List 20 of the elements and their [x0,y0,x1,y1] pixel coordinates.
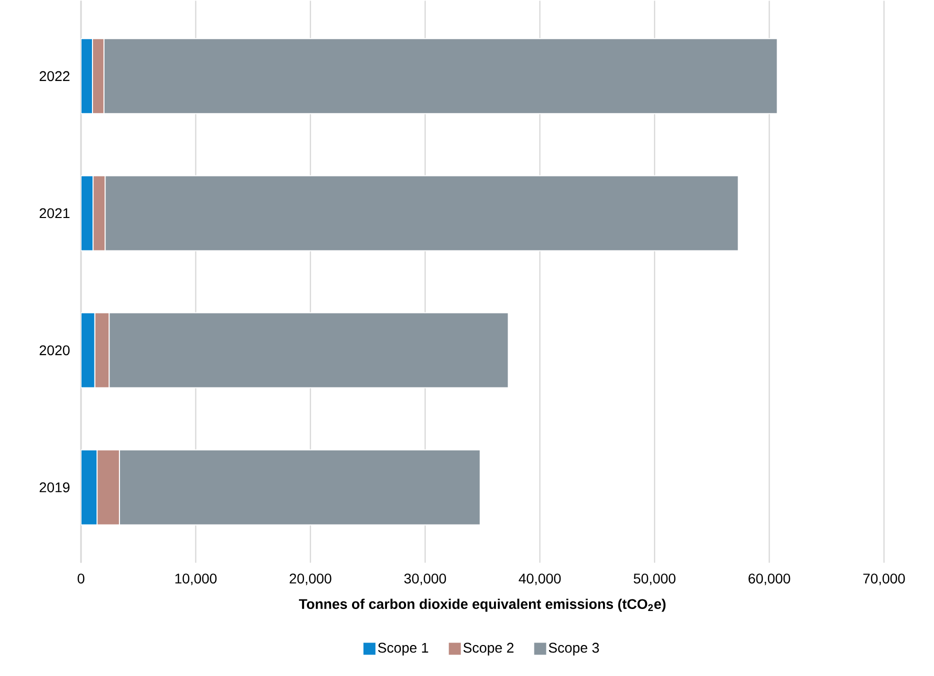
x-tick-label: 70,000 [863,574,905,586]
bar [81,176,94,251]
x-tick-label: 50,000 [634,574,676,586]
bar [81,312,95,388]
y-tick-label: 2022 [40,71,70,82]
x-tick-label: 10,000 [175,574,217,586]
y-tick-label: 2020 [40,345,70,356]
y-tick-label: 2021 [40,208,70,218]
x-tick-label: 60,000 [748,574,790,586]
bar [81,38,92,114]
y-tick-label: 2019 [40,482,70,492]
x-axis-title: Tonnes of carbon dioxide equivalent emissions (tCO$_{2}$e) [298,598,666,612]
x-tick-label: 30,000 [404,574,446,586]
x-tick-label: 0 [78,574,84,584]
legend-label: Scope 3 [548,642,599,656]
legend-label: Scope 2 [463,642,514,656]
x-tick-label: 40,000 [518,574,561,586]
legend-label: Scope 1 [378,642,428,656]
bar [81,449,98,526]
x-tick-label: 20,000 [290,574,332,586]
